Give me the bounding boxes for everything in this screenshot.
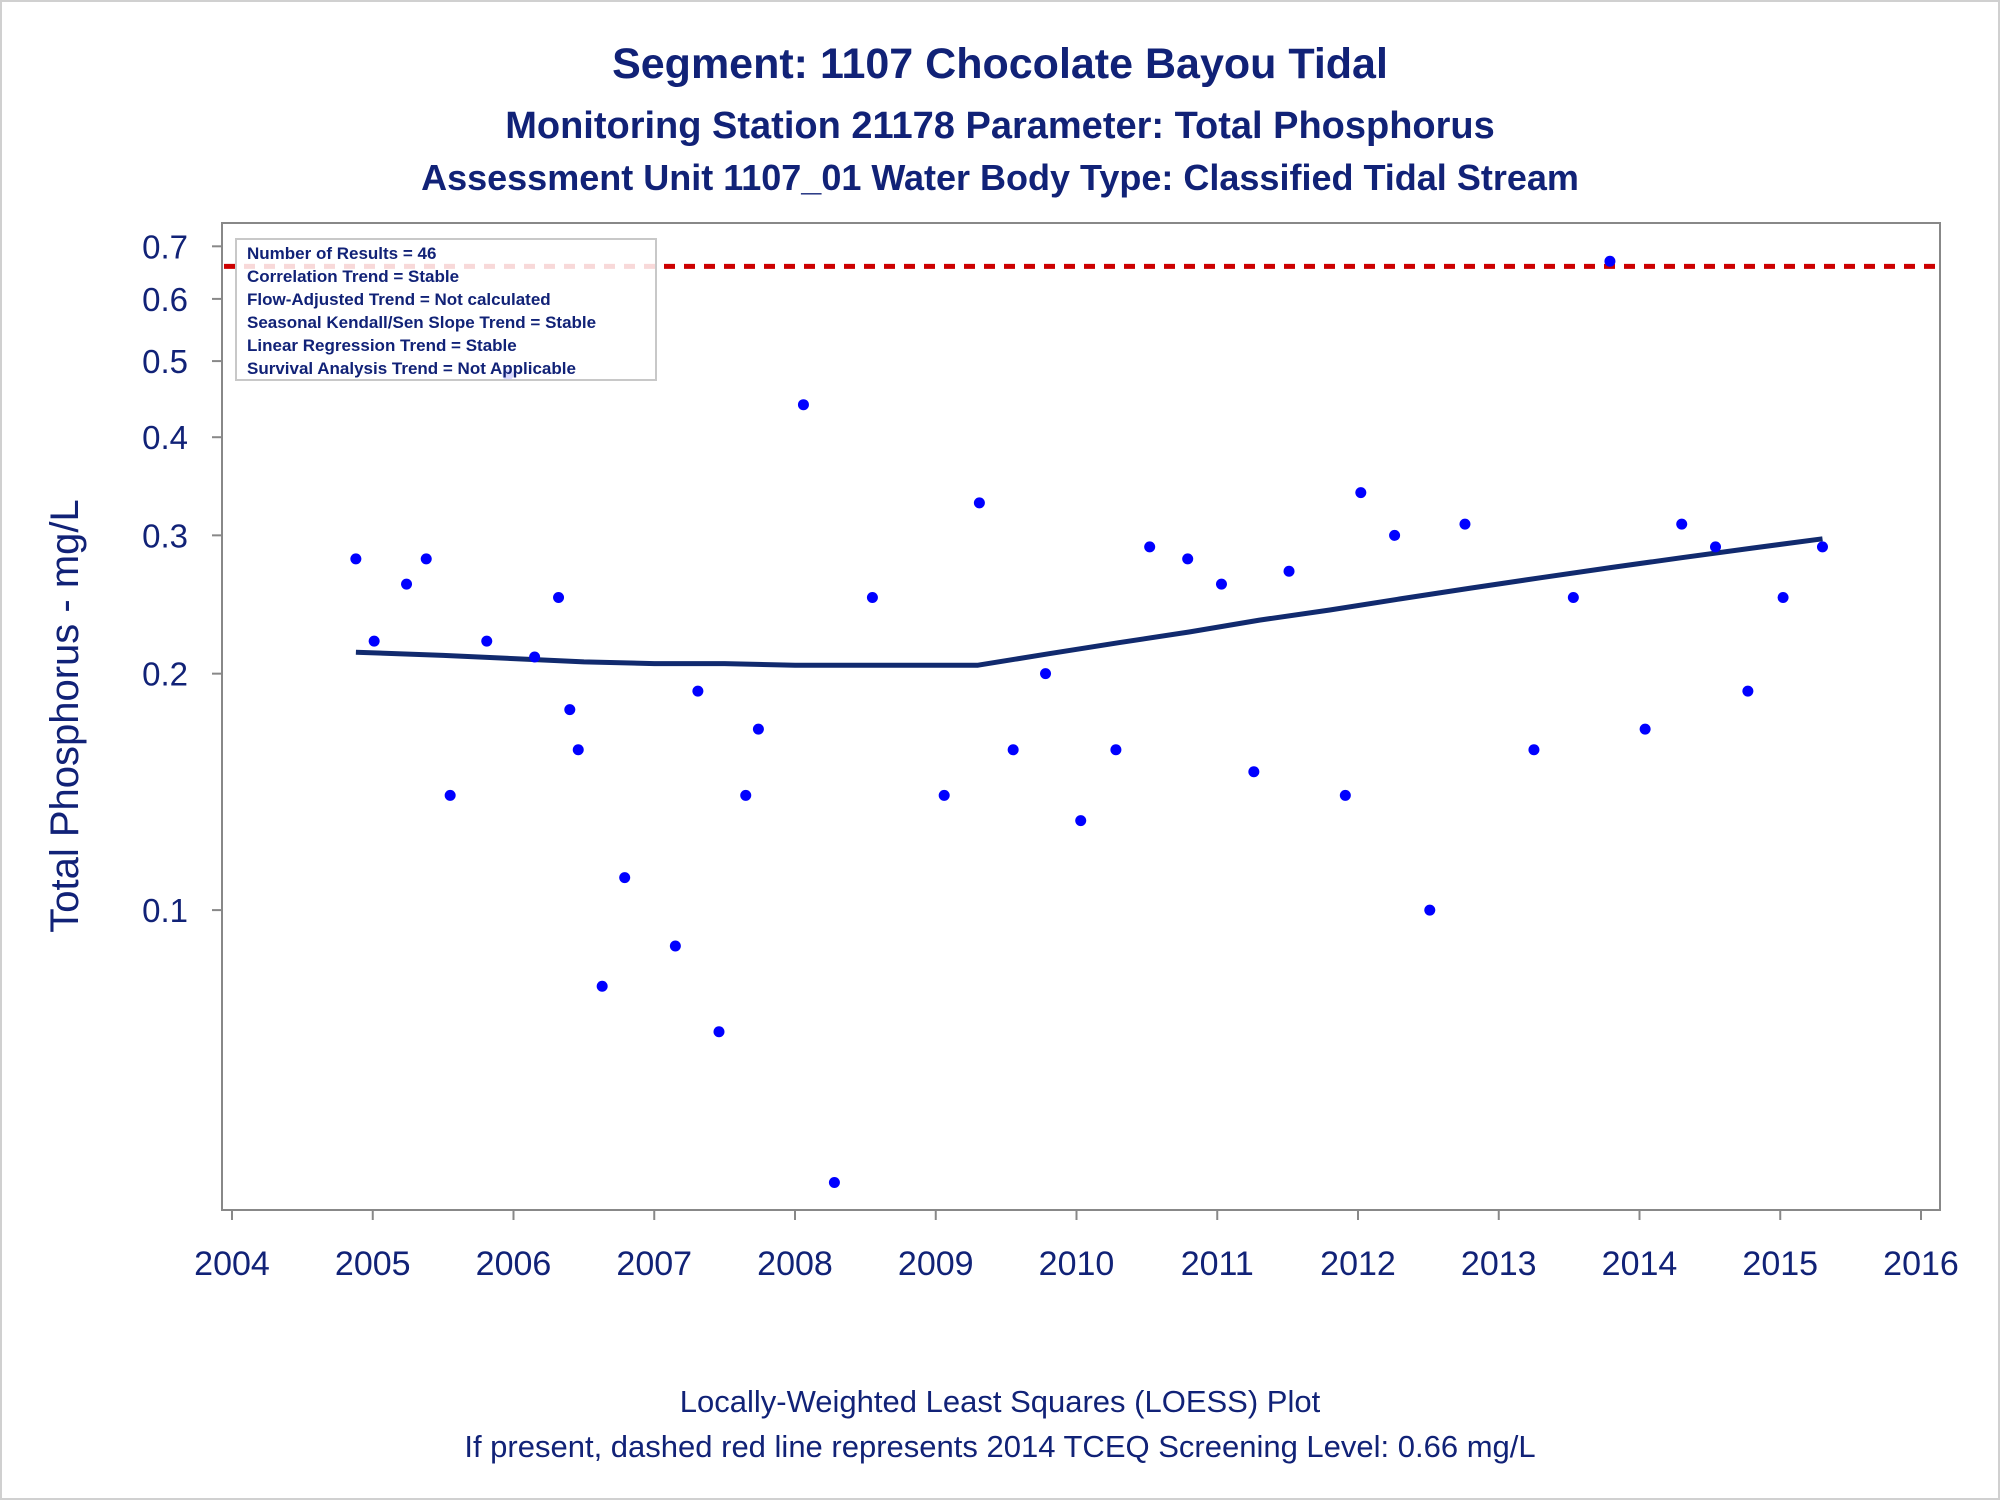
y-axis: 0.1 0.2 0.3 0.4 0.5 0.6 0.7 (142, 228, 222, 929)
data-point (619, 872, 631, 884)
x-tick-label: 2004 (194, 1245, 270, 1283)
stats-line: Survival Analysis Trend = Not Applicable (247, 359, 576, 378)
chart-title: Segment: 1107 Chocolate Bayou Tidal (612, 40, 1388, 88)
data-point (1777, 592, 1789, 604)
y-tick-label: 0.5 (142, 343, 188, 380)
data-point (564, 704, 576, 716)
data-point (866, 592, 878, 604)
x-tick-label: 2008 (757, 1245, 833, 1283)
data-point (1567, 592, 1579, 604)
data-point (350, 553, 362, 565)
x-tick-label: 2013 (1461, 1245, 1537, 1283)
data-point (692, 685, 704, 697)
data-point (1339, 789, 1351, 801)
y-tick-label: 0.7 (142, 228, 188, 265)
data-point (1040, 668, 1052, 680)
data-point (740, 789, 752, 801)
data-point (973, 497, 985, 509)
data-point (444, 789, 456, 801)
data-point (938, 789, 950, 801)
data-point (1639, 723, 1651, 735)
data-point (420, 553, 432, 565)
plot-area (221, 222, 1941, 1211)
y-tick-label: 0.1 (142, 892, 188, 929)
data-point (401, 578, 413, 590)
data-point (1710, 541, 1722, 553)
data-point (1604, 255, 1616, 267)
x-tick-label: 2016 (1883, 1245, 1959, 1283)
y-tick-label: 0.6 (142, 281, 188, 318)
stats-line: Correlation Trend = Stable (247, 267, 459, 286)
x-tick-label: 2011 (1181, 1245, 1254, 1283)
loess-line (355, 536, 1823, 668)
data-point (529, 651, 541, 663)
data-point (1389, 529, 1401, 541)
x-tick-label: 2010 (1039, 1245, 1115, 1283)
data-point (1528, 744, 1540, 756)
data-point (1144, 541, 1156, 553)
footnote-1: Locally-Weighted Least Squares (LOESS) P… (680, 1384, 1321, 1419)
data-point (1075, 815, 1087, 827)
footnote-2: If present, dashed red line represents 2… (464, 1429, 1535, 1464)
data-point (828, 1176, 840, 1188)
y-axis-label: Total Phosphorus - mg/L (43, 499, 87, 933)
data-point (1182, 553, 1194, 565)
stats-line: Linear Regression Trend = Stable (247, 336, 517, 355)
x-tick-label: 2009 (898, 1245, 974, 1283)
data-point (1355, 487, 1367, 499)
stats-line: Seasonal Kendall/Sen Slope Trend = Stabl… (247, 313, 596, 332)
x-tick-label: 2005 (335, 1245, 411, 1283)
x-tick-label: 2012 (1320, 1245, 1396, 1283)
data-point (1110, 744, 1122, 756)
data-point (1676, 518, 1688, 530)
data-point (1248, 766, 1260, 778)
x-tick-label: 2006 (476, 1245, 552, 1283)
stats-line: Flow-Adjusted Trend = Not calculated (247, 290, 551, 309)
y-tick-label: 0.2 (142, 656, 188, 693)
x-axis: 2004 2005 2006 2007 2008 2009 2010 2011 2012 2013… (194, 1210, 1959, 1283)
x-tick-label: 2014 (1602, 1245, 1678, 1283)
data-point (1742, 685, 1754, 697)
data-point (368, 635, 380, 647)
data-points (350, 255, 1828, 1188)
y-tick-label: 0.3 (142, 517, 188, 554)
y-tick-label: 0.4 (142, 419, 188, 456)
x-tick-label: 2007 (616, 1245, 692, 1283)
data-point (596, 980, 608, 992)
data-point (1459, 518, 1471, 530)
data-point (481, 635, 493, 647)
chart-subtitle: Monitoring Station 21178 Parameter: Tota… (505, 105, 1495, 147)
stats-line: Number of Results = 46 (247, 244, 436, 263)
data-point (1007, 744, 1019, 756)
data-point (1424, 904, 1436, 916)
x-tick-label: 2015 (1742, 1245, 1818, 1283)
data-point (669, 940, 681, 952)
data-point (752, 723, 764, 735)
data-point (1283, 565, 1295, 577)
stats-box-frame (235, 238, 657, 381)
data-point (572, 744, 584, 756)
data-point (553, 592, 565, 604)
loess-series (355, 536, 1823, 668)
data-point (1215, 578, 1227, 590)
chart-subtitle-2: Assessment Unit 1107_01 Water Body Type:… (421, 157, 1579, 198)
stats-box: Number of Results = 46 Correlation Trend… (235, 238, 657, 381)
data-point (1816, 541, 1828, 553)
data-point (713, 1026, 725, 1038)
data-point (797, 399, 809, 411)
